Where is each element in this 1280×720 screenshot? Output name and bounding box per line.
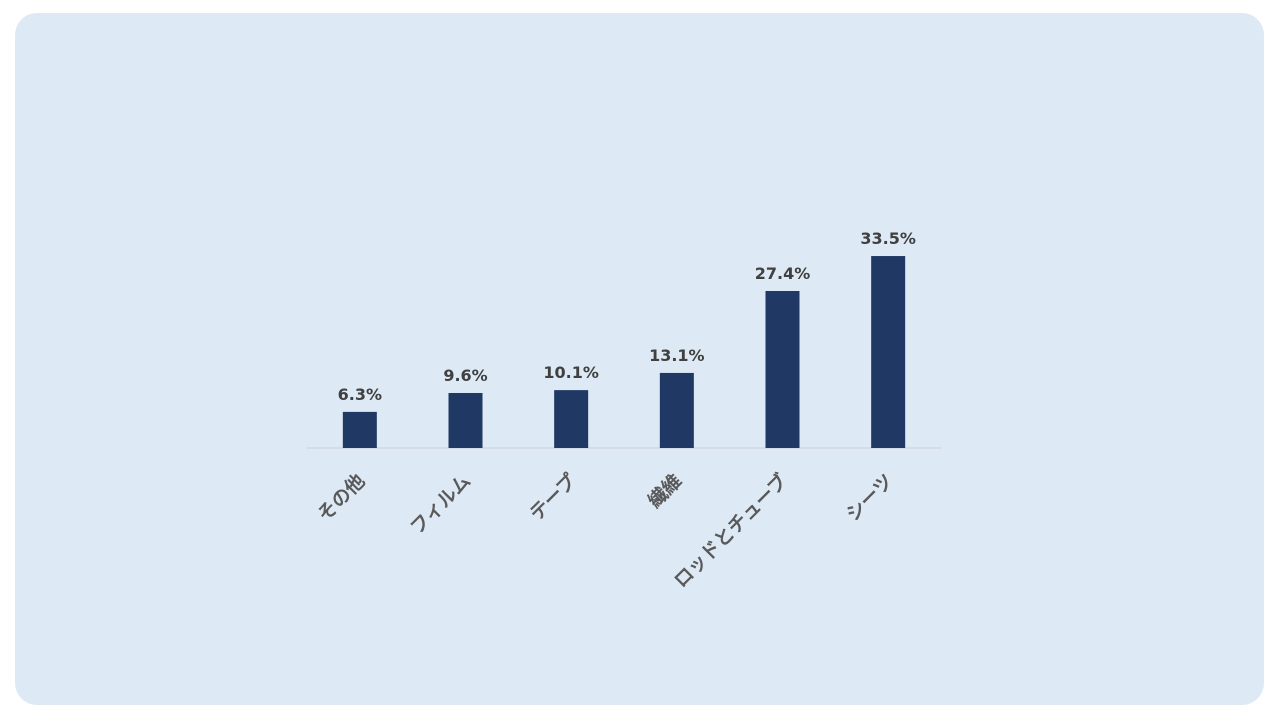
value-label: 6.3%	[338, 385, 382, 404]
value-label: 9.6%	[443, 366, 487, 385]
value-label: 13.1%	[649, 346, 705, 365]
panel	[15, 13, 1264, 705]
bar	[554, 390, 589, 448]
bar	[765, 290, 800, 448]
bar	[342, 411, 377, 448]
bar	[659, 372, 694, 448]
value-label: 10.1%	[543, 363, 599, 382]
value-label: 27.4%	[755, 264, 811, 283]
bar	[448, 392, 483, 448]
value-label: 33.5%	[860, 229, 916, 248]
bar	[871, 256, 906, 448]
